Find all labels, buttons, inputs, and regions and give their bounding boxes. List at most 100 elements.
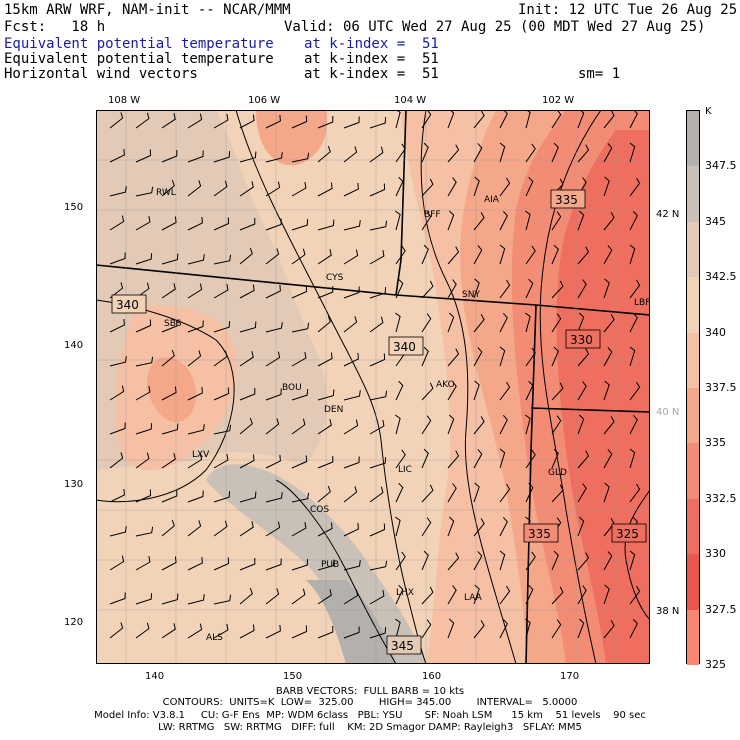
colorbar-label: 330 — [705, 547, 726, 561]
wind-barb — [629, 618, 638, 639]
wind-barb — [291, 248, 306, 265]
wind-barb — [603, 347, 613, 367]
wind-barb — [577, 144, 590, 163]
wind-barb — [109, 488, 125, 503]
wind-barb — [317, 389, 335, 401]
county-grid — [96, 110, 650, 664]
wind-barb — [525, 210, 531, 231]
wind-barb — [343, 146, 358, 163]
wind-barb — [421, 619, 432, 639]
wind-barb — [577, 414, 585, 435]
wind-barb — [473, 620, 485, 639]
wind-barb — [317, 522, 333, 537]
wind-barb — [265, 521, 281, 537]
wind-barb — [161, 179, 175, 197]
wind-barb — [473, 584, 480, 605]
wind-barb — [447, 279, 457, 299]
wind-barb — [265, 152, 283, 163]
wind-barb — [213, 387, 230, 401]
wind-barb — [603, 518, 615, 537]
wind-barb — [369, 250, 385, 265]
wind-barb — [213, 151, 231, 163]
wind-barb — [421, 448, 429, 469]
wind-barb — [343, 116, 360, 129]
wind-barb — [525, 618, 531, 639]
station-label: DEN — [324, 405, 343, 415]
colorbar-segment — [687, 277, 699, 333]
wind-barb — [317, 116, 334, 129]
wind-barb — [213, 350, 228, 367]
wind-barb — [291, 285, 308, 299]
wind-barb — [265, 558, 282, 571]
wind-barb — [187, 386, 203, 401]
wind-barb — [343, 486, 358, 503]
wind-barb — [525, 449, 536, 469]
wind-barb — [369, 183, 386, 197]
wind-barb — [577, 516, 585, 537]
wind-barb — [265, 388, 282, 401]
wind-barb — [239, 491, 257, 503]
wind-barb — [421, 244, 429, 265]
wind-barb — [499, 618, 508, 639]
wind-barb — [135, 356, 154, 367]
wind-barb — [525, 482, 534, 503]
wind-barb — [135, 423, 153, 435]
wind-barb — [213, 254, 232, 265]
wind-barb — [239, 151, 257, 163]
y-tick-150: 150 — [64, 202, 84, 213]
lat-label-38n: 38 N — [656, 606, 680, 617]
wind-barb — [629, 142, 636, 163]
wind-barb — [343, 182, 359, 197]
wind-barb — [213, 114, 229, 129]
wind-barb — [239, 587, 253, 605]
wind-barb — [499, 448, 506, 469]
wind-barb — [343, 316, 358, 333]
wind-barb — [447, 585, 457, 605]
colorbar-label: 337.5 — [705, 381, 737, 394]
wind-barb — [161, 386, 177, 401]
wind-barb — [135, 526, 154, 537]
valid-time: Valid: 06 UTC Wed 27 Aug 25 (00 MDT Wed … — [284, 19, 706, 35]
colorbar-unit: K — [705, 106, 712, 117]
wind-barb — [577, 279, 587, 299]
wind-barb — [109, 186, 127, 197]
wind-barb — [369, 590, 385, 605]
wind-barb — [421, 517, 432, 537]
wind-barb — [603, 380, 610, 401]
wind-barb — [317, 419, 332, 435]
wind-barb — [161, 283, 176, 299]
wind-barb — [239, 218, 256, 231]
wind-barb — [629, 177, 641, 197]
wind-barb — [317, 182, 333, 197]
wind-barb — [395, 380, 404, 401]
contour-340-center — [235, 110, 427, 664]
wind-barb — [603, 314, 615, 333]
wind-barb — [161, 593, 179, 605]
wind-barb — [187, 453, 203, 469]
wind-barb — [551, 142, 559, 163]
wind-barb — [317, 249, 332, 265]
wind-barb — [395, 210, 401, 231]
wind-barb — [265, 248, 280, 265]
wind-barb — [109, 112, 124, 129]
wind-barb — [265, 454, 281, 469]
wind-barb — [135, 253, 153, 265]
wind-barb — [161, 556, 177, 571]
colorbar-label: 347.5 — [705, 159, 737, 173]
wind-barb — [577, 552, 590, 571]
wind-barb — [109, 148, 125, 163]
wind-barb — [187, 424, 205, 435]
wind-barb — [603, 551, 613, 571]
wind-barb — [109, 385, 125, 401]
wind-barb — [187, 283, 203, 299]
wind-barb — [187, 490, 204, 503]
wind-barb — [629, 346, 636, 367]
wind-barb — [239, 321, 257, 333]
colorbar-segment — [687, 388, 699, 444]
shade-band-347 — [306, 580, 396, 664]
wind-barb — [629, 244, 636, 265]
colorbar-segment — [687, 111, 699, 167]
wind-barb — [421, 415, 432, 435]
wind-barb — [291, 152, 310, 163]
wind-barb — [369, 353, 386, 367]
